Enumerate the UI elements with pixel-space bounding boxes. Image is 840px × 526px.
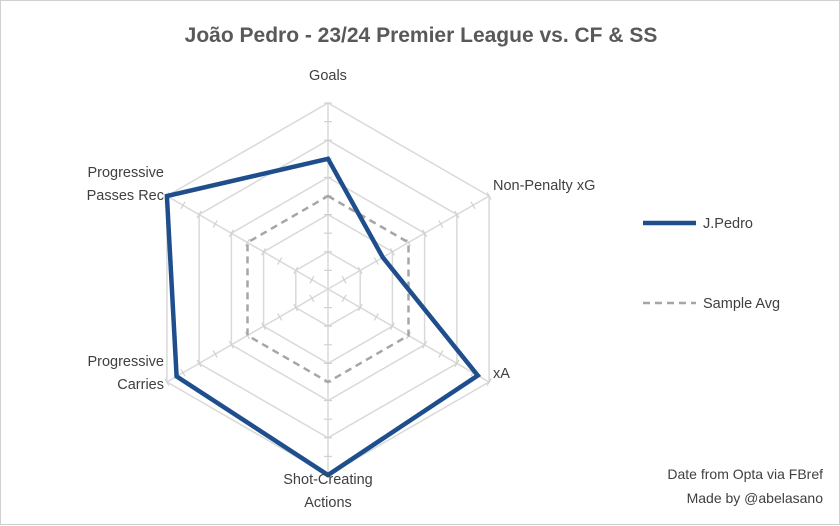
axis-label-line: Carries <box>117 377 164 393</box>
grid-tick <box>357 303 363 312</box>
grid-tick <box>244 331 251 340</box>
grid-tick <box>196 359 202 368</box>
grid-tick <box>373 313 379 321</box>
legend: J.Pedro Sample Avg <box>643 216 780 312</box>
grid-tick <box>454 359 460 368</box>
grid-tick <box>405 238 412 247</box>
grid-tick <box>180 201 186 210</box>
axis-labels: Goals Non-Penalty xG xA Shot-Creating Action… <box>87 68 596 511</box>
grid-tick <box>341 275 347 284</box>
series-line-j-pedro <box>164 156 482 478</box>
axis-label: Non-Penalty xG <box>493 178 595 194</box>
grid-tick <box>212 350 218 358</box>
grid-tick <box>228 341 234 349</box>
credit-source: Date from Opta via FBref <box>667 466 823 482</box>
grid-tick <box>244 238 251 247</box>
grid-tick <box>277 313 283 321</box>
credit-author: Made by @abelasano <box>687 490 824 506</box>
axis-label-line: xA <box>493 366 510 382</box>
axis-label-line: Progressive <box>87 165 164 181</box>
grid-tick <box>422 229 428 237</box>
legend-label: Sample Avg <box>703 296 780 312</box>
grid-tick <box>486 192 492 200</box>
grid-tick <box>261 248 267 256</box>
grid-tick <box>164 378 170 386</box>
grid-tick <box>373 257 379 265</box>
grid-tick <box>422 341 428 349</box>
axis-label-line: Progressive <box>87 354 164 370</box>
grid-tick <box>389 322 395 330</box>
axis-label-line: Shot-Creating <box>283 472 372 488</box>
grid-tick <box>309 275 315 284</box>
grid-tick <box>196 210 202 219</box>
axis-label-line: Passes Rec <box>87 188 164 204</box>
axis-label-line: Actions <box>304 495 352 511</box>
chart-title: João Pedro - 23/24 Premier League vs. CF… <box>185 24 658 47</box>
grid-tick <box>438 220 444 228</box>
legend-label: J.Pedro <box>703 216 753 232</box>
grid-tick <box>212 220 218 228</box>
grid-tick <box>341 294 347 303</box>
radar-series <box>164 156 482 478</box>
axis-label: Shot-Creating Actions <box>283 472 372 511</box>
axis-label-line: Non-Penalty xG <box>493 178 595 194</box>
axis-label: Progressive Passes Rec <box>87 165 164 204</box>
grid-tick <box>470 201 476 210</box>
grid-tick <box>389 248 395 256</box>
grid-tick <box>454 210 460 219</box>
axis-label-line: Goals <box>309 68 347 84</box>
grid-tick <box>261 322 267 330</box>
grid-tick <box>180 368 186 377</box>
axis-label: Progressive Carries <box>87 354 164 393</box>
grid-tick <box>309 294 315 303</box>
axis-label: Goals <box>309 68 347 84</box>
grid-tick <box>438 350 444 358</box>
series-line-sample-avg <box>246 194 410 384</box>
grid-tick <box>228 229 234 237</box>
grid-tick <box>357 266 363 275</box>
grid-tick <box>293 266 299 275</box>
grid-tick <box>277 257 283 265</box>
grid-tick <box>293 303 299 312</box>
axis-label: xA <box>493 366 510 382</box>
grid-tick <box>486 378 492 386</box>
